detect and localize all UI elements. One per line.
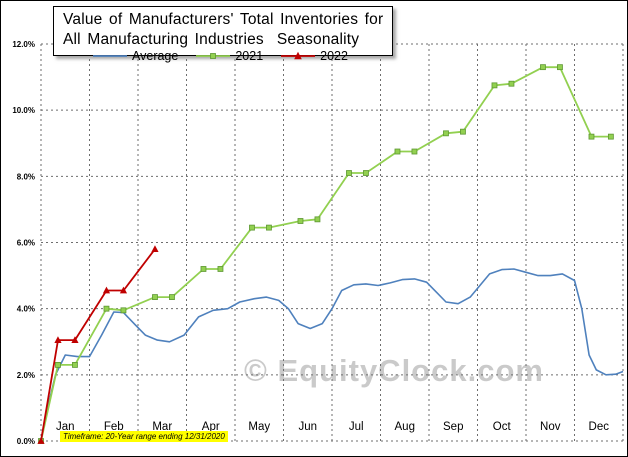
chart-title: Value of Manufacturers' Total Inventorie… (53, 6, 394, 56)
chart-legend: Average 2021 2022 (93, 49, 348, 63)
series-2021-marker-square (411, 148, 418, 155)
x-tick-label: Dec (589, 421, 610, 433)
series-2021-marker-square (72, 362, 78, 368)
x-tick-label: Apr (202, 421, 220, 433)
x-tick-label: Mar (152, 421, 172, 433)
chart-title-line1: Value of Manufacturers' Total Inventorie… (63, 11, 384, 28)
series-2021-marker-square (508, 80, 515, 87)
x-tick-label: Oct (493, 421, 512, 433)
series-2021-marker-square (394, 148, 401, 155)
series-2021-marker-square (200, 266, 207, 272)
series-2021-marker-square (266, 224, 272, 231)
series-2021-marker-square (557, 64, 563, 71)
legend-square-icon (196, 53, 231, 59)
legend-label-2022: 2022 (320, 49, 348, 63)
timeframe-note: Timeframe: 20-Year range ending 12/31/20… (60, 431, 228, 442)
series-2021-marker-square (169, 294, 175, 300)
series-2021-marker-square (363, 170, 369, 176)
legend-item-average: Average (93, 49, 178, 63)
equityclock-watermark: © EquityClock.com (244, 353, 544, 388)
legend-triangle-icon (281, 51, 316, 60)
x-tick-label: Sep (443, 421, 463, 433)
series-2021-marker-square (491, 82, 498, 89)
series-2021-marker-square (103, 305, 110, 312)
legend-line-icon (93, 55, 127, 57)
y-tick-label: 0.0% (17, 437, 35, 446)
series-2022-marker-triangle (119, 286, 128, 294)
series-2022-marker-triangle (102, 286, 111, 294)
y-tick-label: 4.0% (17, 305, 35, 314)
series-2022-marker-triangle (37, 437, 45, 444)
legend-label-2021: 2021 (235, 49, 264, 63)
series-2022-marker-triangle (54, 336, 62, 343)
series-2021-marker-square (314, 216, 321, 223)
series-2021-marker-square (152, 294, 158, 300)
x-tick-label: Nov (540, 421, 561, 433)
series-2021-marker-square (297, 218, 304, 224)
series-2021-marker-square (346, 170, 352, 176)
x-tick-label: Jan (56, 421, 75, 433)
chart-title-line2: All Manufacturing Industries Seasonality (63, 31, 360, 49)
series-2022-marker-triangle (151, 245, 159, 253)
series-2021-line (40, 66, 611, 442)
series-2022-marker-triangle (71, 336, 79, 343)
series-2021-marker-square (443, 130, 449, 137)
series-2022-line (40, 248, 156, 442)
series-2021-marker-square (217, 266, 224, 272)
legend-item-2022: 2022 (281, 49, 348, 63)
x-tick-label: Jun (298, 421, 317, 433)
y-tick-label: 10.0% (12, 106, 35, 115)
series-2021-marker-square (607, 133, 614, 140)
legend-label-average: Average (132, 49, 179, 63)
y-tick-label: 12.0% (12, 40, 35, 49)
x-tick-label: Feb (104, 421, 124, 433)
series-2021-marker-square (588, 133, 595, 140)
series-2021-marker-square (120, 307, 127, 314)
x-tick-label: Aug (395, 421, 415, 433)
series-2021-marker-square (249, 224, 255, 231)
series-2021-marker-square (55, 362, 61, 368)
y-tick-label: 2.0% (17, 371, 35, 380)
series-average-line (40, 268, 624, 442)
y-tick-label: 8.0% (17, 172, 35, 181)
y-tick-label: 6.0% (17, 239, 35, 248)
series-2021-marker-square (460, 128, 466, 135)
series-2021-marker-square (540, 64, 546, 71)
x-tick-label: May (248, 421, 270, 433)
x-tick-label: Jul (349, 421, 364, 433)
legend-item-2021: 2021 (196, 49, 263, 63)
